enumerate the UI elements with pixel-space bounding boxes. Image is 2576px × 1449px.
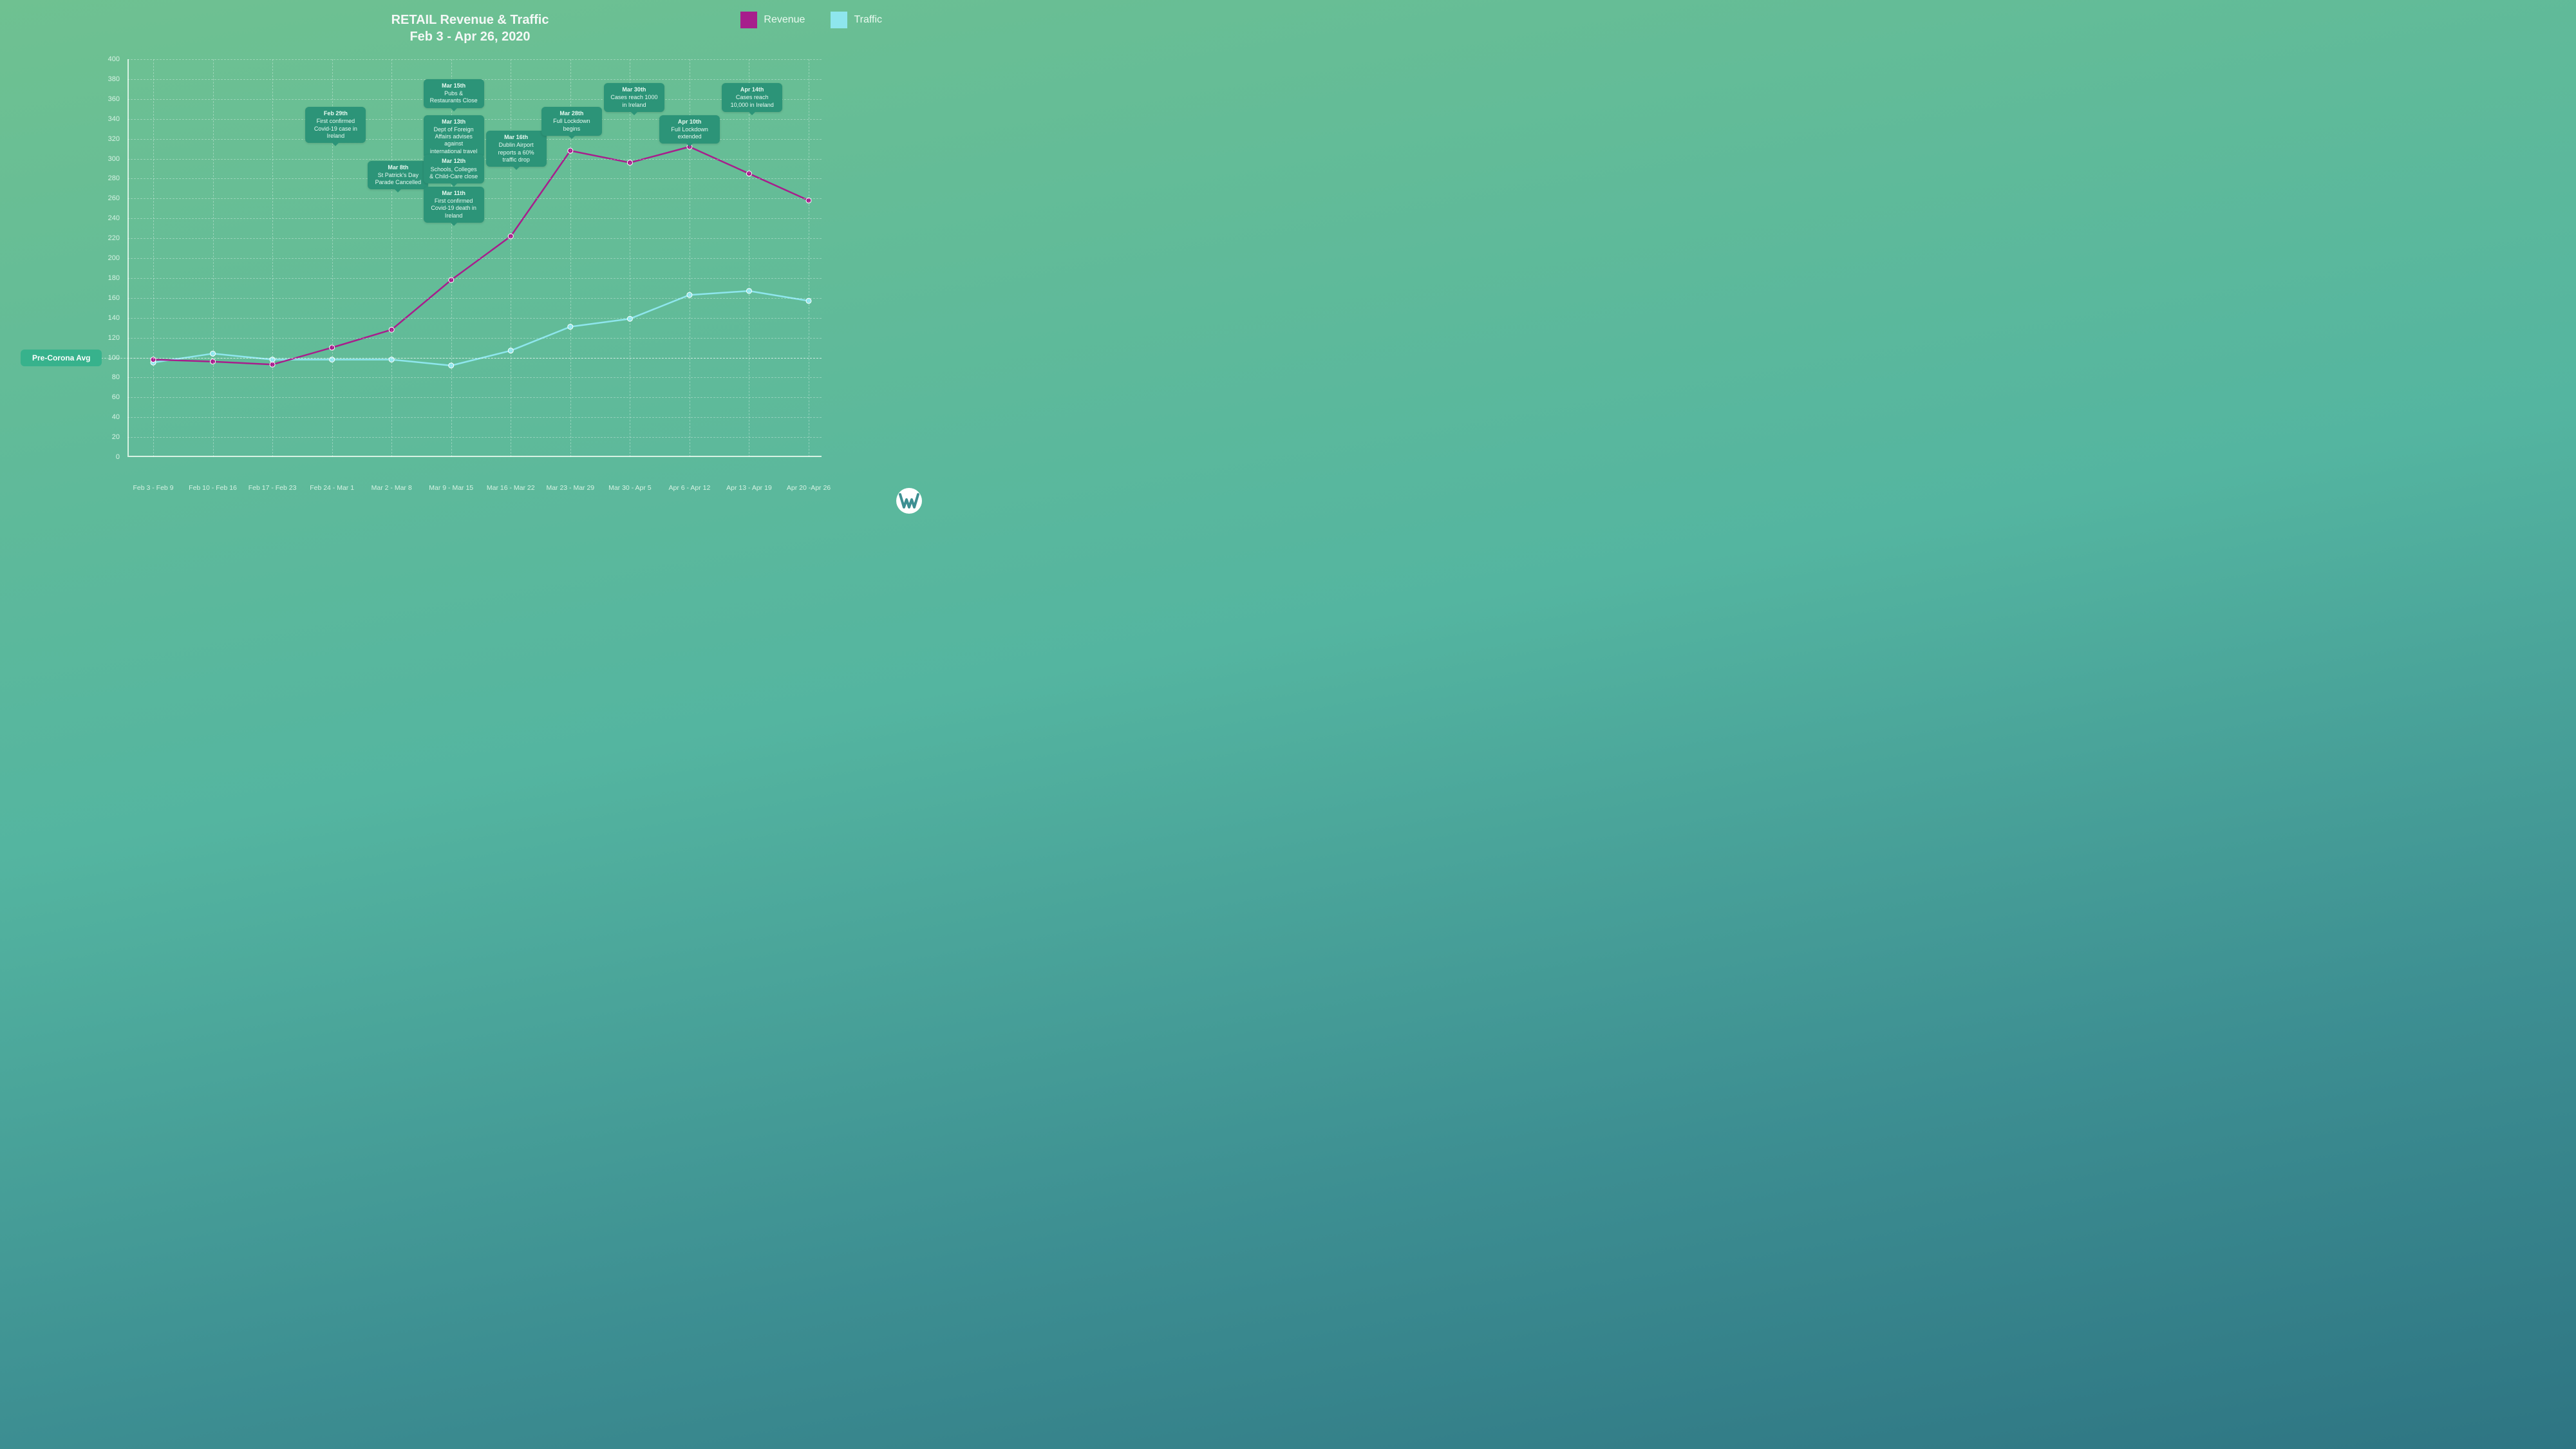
gridline-h	[127, 298, 822, 299]
x-tick-label: Mar 16 - Mar 22	[487, 484, 535, 492]
callout-text: First confirmed Covid-19 case in Ireland	[314, 118, 357, 139]
callout: Feb 29thFirst confirmed Covid-19 case in…	[305, 107, 366, 143]
y-tick-label: 0	[116, 453, 127, 461]
legend-item-traffic: Traffic	[831, 12, 882, 28]
x-tick-label: Mar 23 - Mar 29	[546, 484, 594, 492]
gridline-v	[272, 59, 273, 457]
legend-item-revenue: Revenue	[740, 12, 805, 28]
x-tick-label: Mar 9 - Mar 15	[429, 484, 473, 492]
gridline-h	[127, 397, 822, 398]
gridline-v	[153, 59, 154, 457]
y-tick-label: 260	[108, 194, 127, 202]
callout-text: First confirmed Covid-19 death in Irelan…	[431, 198, 476, 219]
y-tick-label: 380	[108, 75, 127, 83]
y-tick-label: 400	[108, 55, 127, 63]
y-tick-label: 320	[108, 135, 127, 143]
gridline-h	[127, 318, 822, 319]
callout-text: Schools, Colleges & Child-Care close	[429, 166, 478, 180]
callout: Mar 8thSt Patrick's Day Parade Cancelled	[368, 161, 428, 190]
y-tick-label: 160	[108, 294, 127, 302]
y-tick-label: 340	[108, 115, 127, 123]
callout-date: Mar 12th	[428, 158, 480, 165]
callout-text: Dublin Airport reports a 60% traffic dro…	[498, 142, 534, 163]
gridline-h	[127, 417, 822, 418]
callout-date: Mar 13th	[428, 118, 480, 126]
traffic-line	[153, 291, 809, 366]
callout-date: Apr 14th	[726, 86, 778, 93]
callout-text: Full Lockdown extended	[671, 126, 708, 140]
y-tick-label: 60	[112, 393, 127, 401]
callout: Mar 11thFirst confirmed Covid-19 death i…	[424, 187, 484, 223]
chart-area: 0204060801001201401601802002202402602803…	[127, 59, 822, 457]
x-tick-label: Feb 24 - Mar 1	[310, 484, 354, 492]
legend-swatch-revenue	[740, 12, 757, 28]
callout: Mar 28thFull Lockdown begins	[541, 107, 602, 136]
gridline-h	[127, 258, 822, 259]
y-tick-label: 180	[108, 274, 127, 282]
callout-date: Mar 15th	[428, 82, 480, 89]
x-tick-label: Feb 3 - Feb 9	[133, 484, 173, 492]
callout-date: Mar 11th	[428, 190, 480, 197]
legend-label-revenue: Revenue	[764, 14, 805, 26]
callout-text: Pubs & Restaurants Close	[430, 90, 478, 104]
callout-text: Cases reach 10,000 in Ireland	[731, 94, 774, 108]
chart-title-line2: Feb 3 - Apr 26, 2020	[0, 28, 940, 45]
gridline-h	[127, 377, 822, 378]
x-tick-label: Apr 6 - Apr 12	[669, 484, 711, 492]
y-tick-label: 240	[108, 214, 127, 222]
x-tick-label: Feb 17 - Feb 23	[249, 484, 297, 492]
callout: Mar 15thPubs & Restaurants Close	[424, 79, 484, 108]
x-tick-label: Apr 20 -Apr 26	[787, 484, 831, 492]
y-tick-label: 20	[112, 433, 127, 441]
callout: Mar 16thDublin Airport reports a 60% tra…	[486, 131, 547, 167]
legend-label-traffic: Traffic	[854, 14, 882, 26]
gridline-h	[127, 437, 822, 438]
logo-icon	[895, 487, 923, 515]
gridline-h	[127, 59, 822, 60]
callout-date: Mar 16th	[491, 134, 542, 141]
callout-text: Full Lockdown begins	[553, 118, 590, 131]
x-tick-label: Mar 30 - Apr 5	[608, 484, 652, 492]
callout-date: Apr 10th	[664, 118, 715, 126]
y-tick-label: 80	[112, 373, 127, 381]
baseline-line	[21, 358, 822, 359]
y-tick-label: 200	[108, 254, 127, 262]
baseline-label: Pre-Corona Avg	[21, 350, 102, 366]
gridline-h	[127, 238, 822, 239]
gridline-v	[391, 59, 392, 457]
callout-text: Dept of Foreign Affairs advises against …	[430, 126, 478, 154]
legend: Revenue Traffic	[740, 12, 882, 28]
callout-date: Mar 30th	[608, 86, 660, 93]
x-tick-label: Apr 13 - Apr 19	[726, 484, 772, 492]
y-tick-label: 40	[112, 413, 127, 421]
y-tick-label: 140	[108, 314, 127, 322]
callout: Apr 14thCases reach 10,000 in Ireland	[722, 83, 782, 112]
x-tick-label: Mar 2 - Mar 8	[371, 484, 412, 492]
callout: Mar 13thDept of Foreign Affairs advises …	[424, 115, 484, 158]
callout-date: Feb 29th	[310, 110, 361, 117]
callout-date: Mar 28th	[546, 110, 597, 117]
gridline-v	[213, 59, 214, 457]
gridline-h	[127, 338, 822, 339]
callout-text: St Patrick's Day Parade Cancelled	[375, 172, 422, 185]
gridline-h	[127, 278, 822, 279]
x-tick-label: Feb 10 - Feb 16	[189, 484, 237, 492]
y-tick-label: 220	[108, 234, 127, 242]
y-tick-label: 360	[108, 95, 127, 103]
y-tick-label: 300	[108, 155, 127, 163]
callout: Mar 30thCases reach 1000 in Ireland	[604, 83, 664, 112]
callout-text: Cases reach 1000 in Ireland	[610, 94, 657, 108]
callout: Mar 12thSchools, Colleges & Child-Care c…	[424, 154, 484, 183]
legend-swatch-traffic	[831, 12, 847, 28]
callout-date: Mar 8th	[372, 164, 424, 171]
callout: Apr 10thFull Lockdown extended	[659, 115, 720, 144]
y-tick-label: 120	[108, 334, 127, 342]
y-tick-label: 280	[108, 174, 127, 182]
